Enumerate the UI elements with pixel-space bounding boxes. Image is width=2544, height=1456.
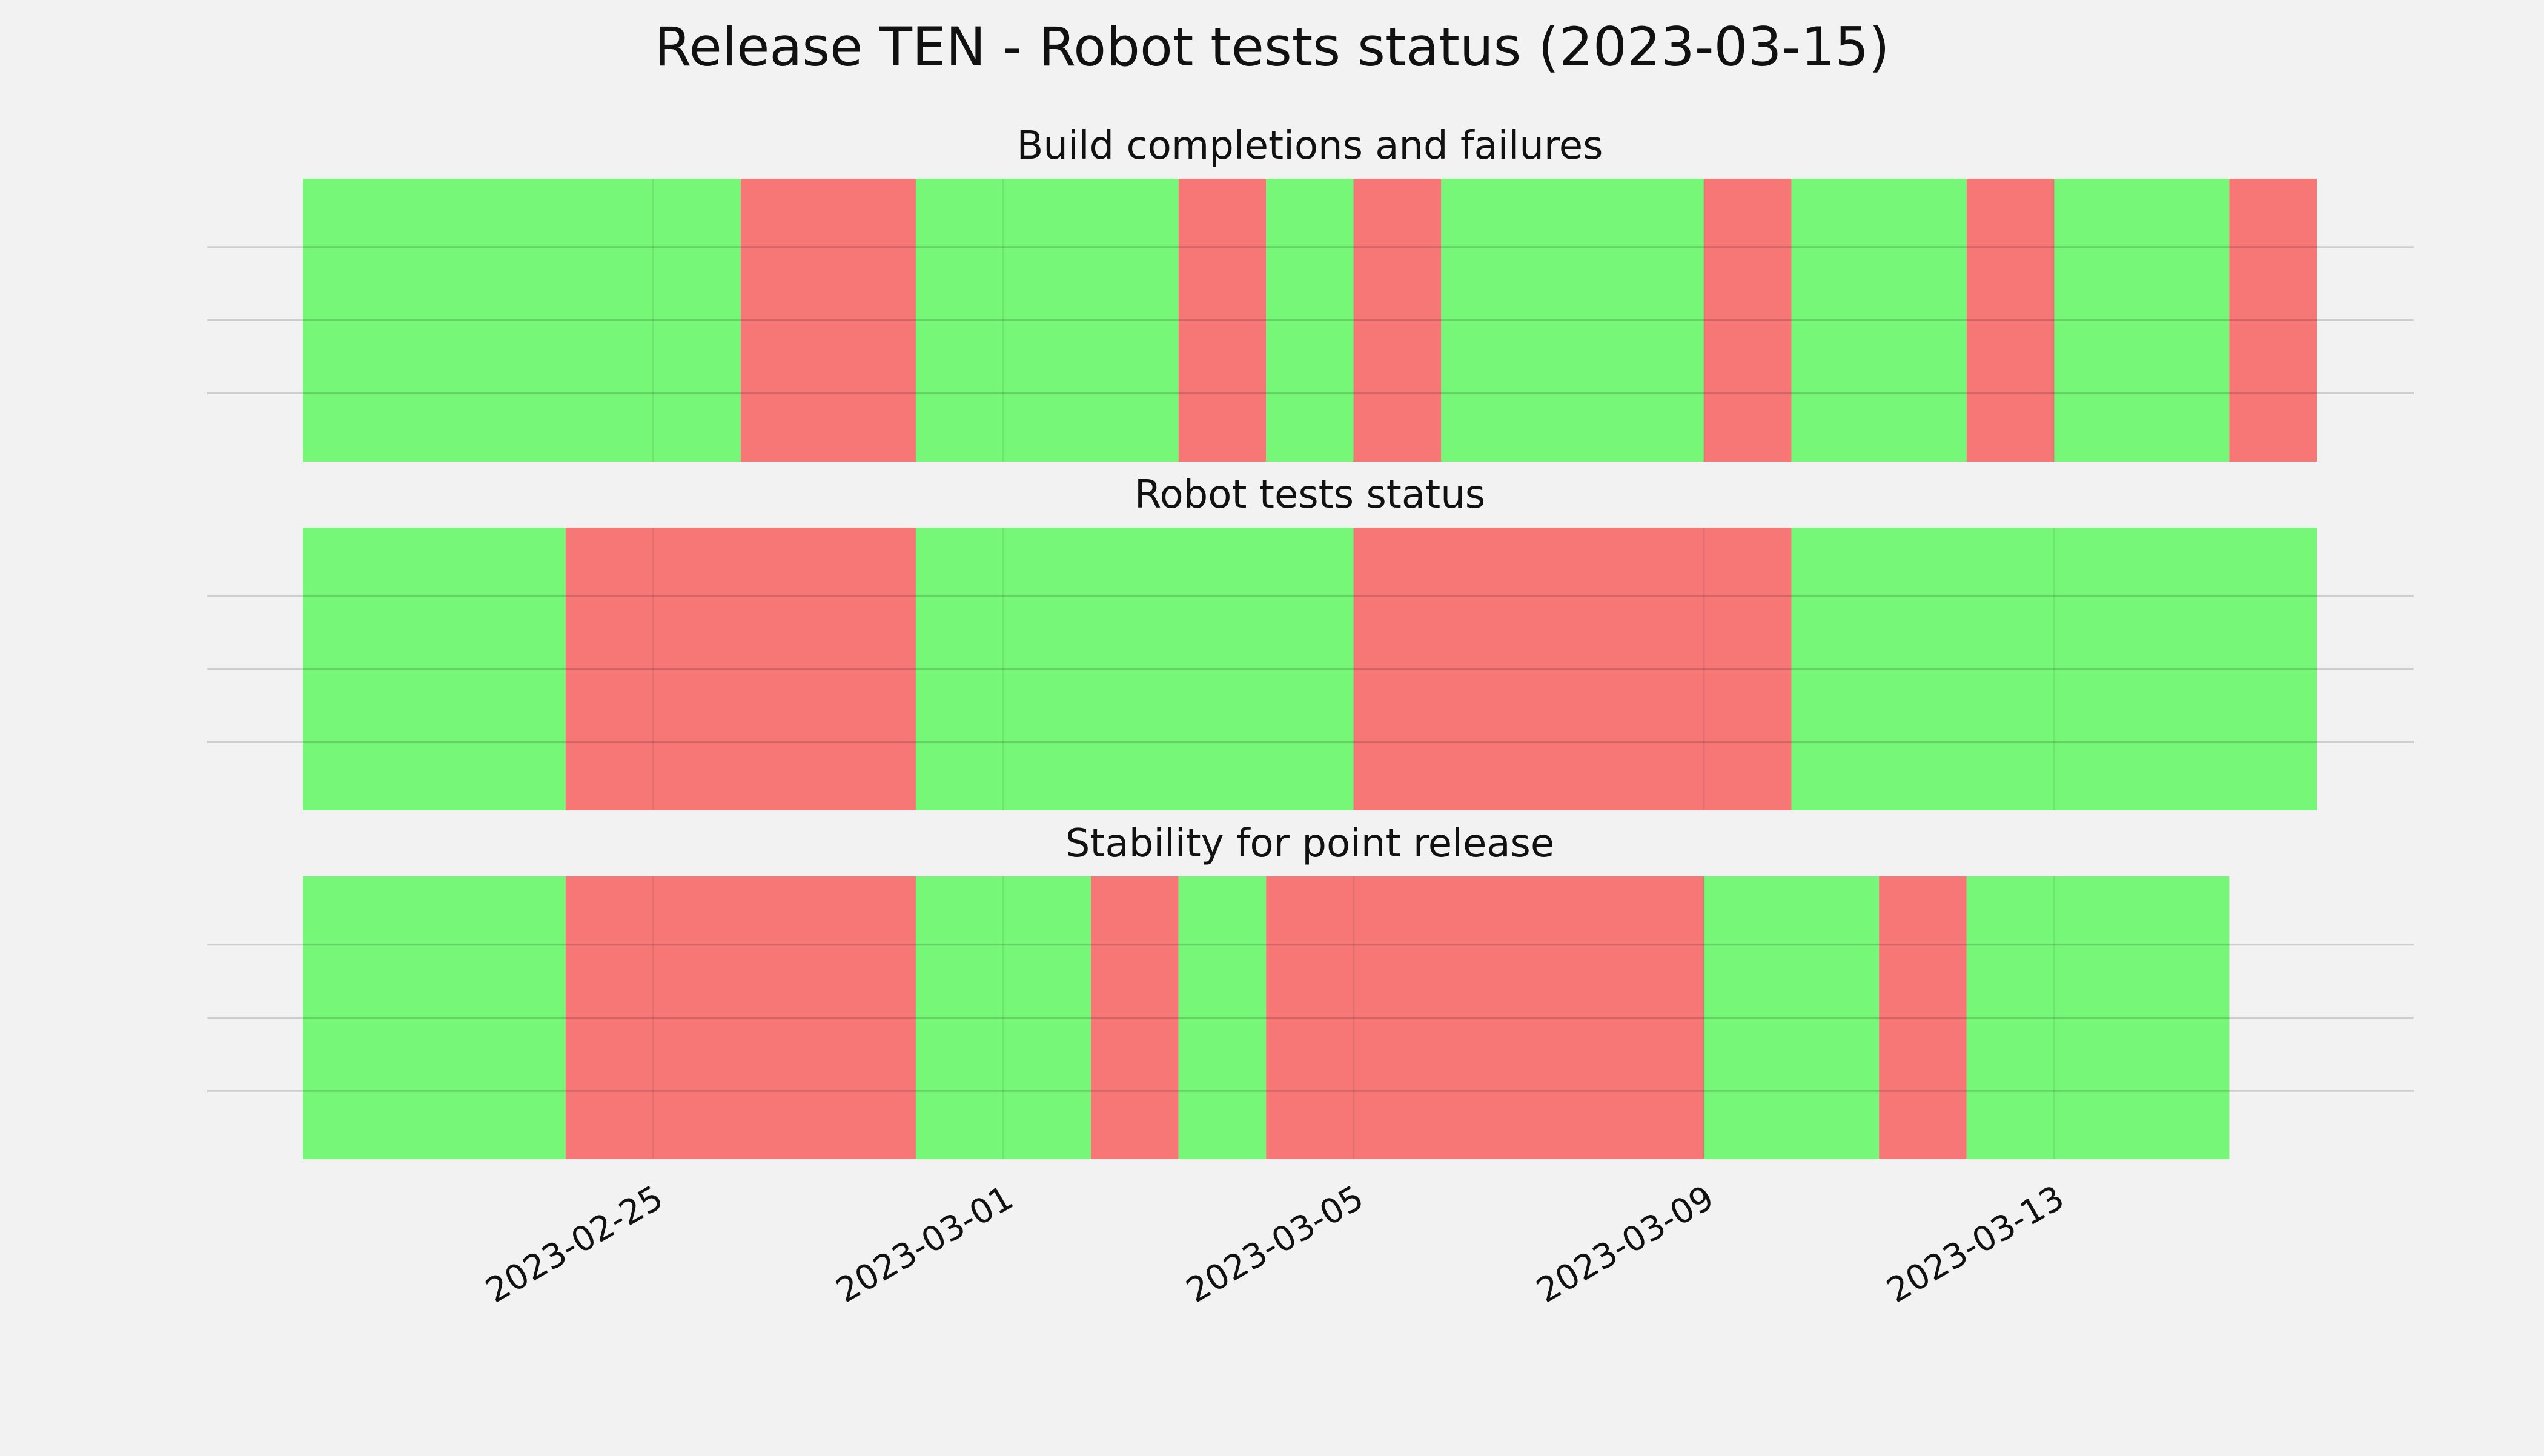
status-segment-pass (303, 179, 741, 462)
status-segment-pass (915, 179, 1179, 462)
status-segment-pass (303, 876, 566, 1159)
panel-title: Stability for point release (1065, 821, 1555, 866)
x-tick-label: 2023-03-05 (1180, 1178, 1370, 1311)
x-tick-label: 2023-03-01 (830, 1178, 1020, 1311)
panel-1: Build completions and failures (207, 124, 2414, 462)
status-segment-pass (1178, 876, 1267, 1159)
status-segment-pass (1704, 876, 1880, 1159)
status-segment-fail (1353, 528, 1792, 810)
status-segment-fail (740, 179, 916, 462)
status-segment-pass (1441, 179, 1704, 462)
status-segment-fail (1704, 179, 1792, 462)
x-axis: 2023-02-25 2023-03-01 2023-03-05 2023-03-09… (479, 1178, 2070, 1311)
status-segment-fail (1091, 876, 1179, 1159)
status-segment-pass (1966, 876, 2230, 1159)
panels-layer: Build completions and failures Robot test… (207, 124, 2414, 1159)
status-segment-pass (1791, 179, 1967, 462)
status-segment-pass (2054, 179, 2230, 462)
panel-3: Stability for point release (207, 821, 2414, 1159)
panel-2: Robot tests status (207, 472, 2414, 810)
status-segment-fail (1879, 876, 1967, 1159)
x-tick-label: 2023-03-13 (1880, 1178, 2070, 1311)
status-segment-pass (915, 876, 1091, 1159)
status-segment-fail (2229, 179, 2317, 462)
status-segment-fail (1266, 876, 1704, 1159)
status-segment-fail (565, 876, 916, 1159)
x-tick-label: 2023-02-25 (479, 1178, 669, 1311)
status-segment-fail (1966, 179, 2055, 462)
status-segment-pass (1266, 179, 1354, 462)
status-segment-pass (303, 528, 566, 810)
status-segment-fail (565, 528, 916, 810)
status-segment-pass (1791, 528, 2317, 810)
status-segment-pass (915, 528, 1354, 810)
status-segment-fail (1178, 179, 1267, 462)
chart-title: Release TEN - Robot tests status (2023-0… (654, 16, 1889, 78)
panel-title: Build completions and failures (1017, 124, 1603, 168)
panel-title: Robot tests status (1135, 472, 1485, 517)
status-segment-fail (1353, 179, 1442, 462)
x-tick-label: 2023-03-09 (1530, 1178, 1720, 1311)
